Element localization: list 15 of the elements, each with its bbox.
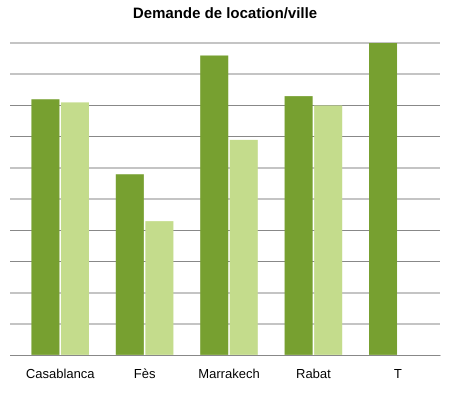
bar [145, 221, 174, 355]
x-tick-label: Casablanca [26, 366, 96, 381]
bar [31, 99, 60, 355]
bar [284, 96, 313, 355]
bar [60, 102, 89, 355]
bar [230, 140, 258, 355]
chart-title: Demande de location/ville [132, 5, 318, 22]
bar [200, 55, 228, 355]
x-tick-label: Rabat [296, 366, 332, 381]
bar [116, 174, 144, 355]
bar [314, 105, 342, 355]
x-tick-label: Marrakech [198, 366, 260, 381]
bar [369, 43, 398, 355]
x-tick-label: T [394, 366, 402, 381]
x-tick-label: Fès [134, 366, 156, 381]
